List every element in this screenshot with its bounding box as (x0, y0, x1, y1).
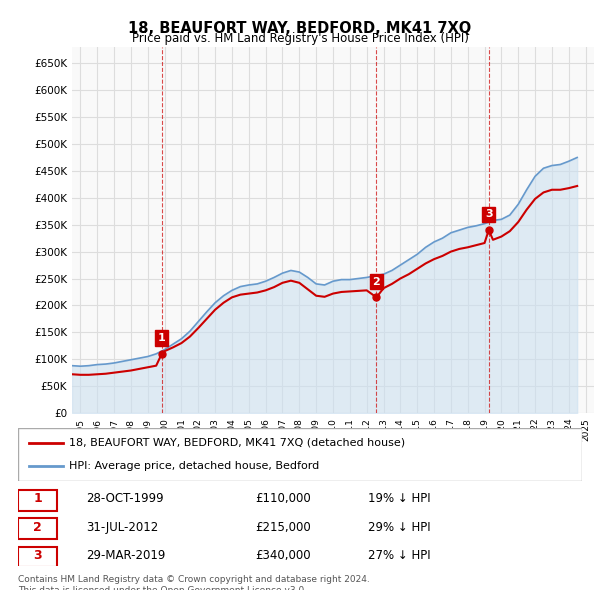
Text: 31-JUL-2012: 31-JUL-2012 (86, 520, 158, 533)
Text: 28-OCT-1999: 28-OCT-1999 (86, 492, 163, 505)
Text: 18, BEAUFORT WAY, BEDFORD, MK41 7XQ (detached house): 18, BEAUFORT WAY, BEDFORD, MK41 7XQ (det… (69, 438, 405, 448)
Text: HPI: Average price, detached house, Bedford: HPI: Average price, detached house, Bedf… (69, 461, 319, 471)
FancyBboxPatch shape (18, 428, 582, 481)
Text: 2: 2 (373, 277, 380, 287)
Text: 19% ↓ HPI: 19% ↓ HPI (368, 492, 430, 505)
Text: 27% ↓ HPI: 27% ↓ HPI (368, 549, 430, 562)
Text: 3: 3 (34, 549, 42, 562)
Text: 3: 3 (485, 209, 493, 219)
Text: Price paid vs. HM Land Registry's House Price Index (HPI): Price paid vs. HM Land Registry's House … (131, 32, 469, 45)
FancyBboxPatch shape (18, 519, 58, 539)
Text: 29-MAR-2019: 29-MAR-2019 (86, 549, 165, 562)
Text: £215,000: £215,000 (255, 520, 311, 533)
Text: 2: 2 (34, 520, 42, 533)
FancyBboxPatch shape (18, 547, 58, 567)
Text: 1: 1 (158, 333, 166, 343)
FancyBboxPatch shape (18, 490, 58, 511)
Text: £110,000: £110,000 (255, 492, 311, 505)
Text: 29% ↓ HPI: 29% ↓ HPI (368, 520, 430, 533)
Text: 1: 1 (34, 492, 42, 505)
Text: 18, BEAUFORT WAY, BEDFORD, MK41 7XQ: 18, BEAUFORT WAY, BEDFORD, MK41 7XQ (128, 21, 472, 35)
Text: Contains HM Land Registry data © Crown copyright and database right 2024.
This d: Contains HM Land Registry data © Crown c… (18, 575, 370, 590)
Text: £340,000: £340,000 (255, 549, 311, 562)
